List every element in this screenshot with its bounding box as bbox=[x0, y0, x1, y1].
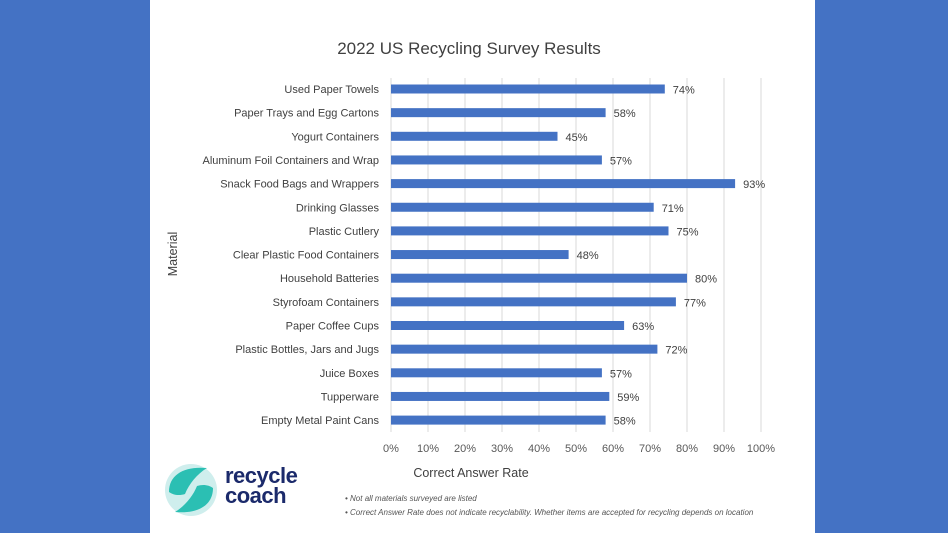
bar bbox=[391, 226, 669, 236]
category-label: Empty Metal Paint Cans bbox=[261, 415, 379, 427]
data-label: 75% bbox=[677, 226, 699, 238]
bar bbox=[391, 368, 602, 378]
data-label: 80% bbox=[695, 274, 717, 286]
logo-text-recycle: recycle bbox=[225, 463, 298, 488]
bar bbox=[391, 344, 658, 354]
category-label: Aluminum Foil Containers and Wrap bbox=[203, 155, 379, 167]
category-label: Yogurt Containers bbox=[291, 131, 379, 143]
category-label: Styrofoam Containers bbox=[273, 297, 380, 309]
bar bbox=[391, 321, 625, 330]
footnote: • Correct Answer Rate does not indicate … bbox=[345, 508, 754, 517]
bar bbox=[391, 202, 654, 212]
x-tick-label: 10% bbox=[417, 443, 439, 455]
x-axis-label: Correct Answer Rate bbox=[413, 466, 528, 480]
footnotes: • Not all materials surveyed are listed … bbox=[345, 492, 753, 520]
data-label: 45% bbox=[566, 132, 588, 144]
bar bbox=[391, 131, 558, 141]
category-label: Plastic Bottles, Jars and Jugs bbox=[235, 344, 379, 356]
bar bbox=[391, 108, 606, 118]
bar bbox=[391, 391, 610, 401]
bar bbox=[391, 250, 569, 260]
category-label: Clear Plastic Food Containers bbox=[233, 250, 380, 262]
x-tick-label: 100% bbox=[747, 443, 775, 455]
data-label: 77% bbox=[684, 297, 706, 309]
category-label: Plastic Cutlery bbox=[309, 226, 380, 238]
data-label: 59% bbox=[617, 392, 639, 404]
bar bbox=[391, 155, 602, 165]
data-label: 71% bbox=[662, 203, 684, 215]
data-label: 72% bbox=[665, 345, 687, 357]
footnote: • Not all materials surveyed are listed bbox=[345, 494, 477, 503]
category-label: Tupperware bbox=[321, 391, 379, 403]
bar bbox=[391, 415, 606, 425]
bar bbox=[391, 297, 676, 307]
category-label: Used Paper Towels bbox=[284, 84, 379, 96]
x-tick-label: 50% bbox=[565, 443, 587, 455]
data-label: 58% bbox=[614, 108, 636, 120]
x-tick-label: 70% bbox=[639, 443, 661, 455]
recycle-coach-logo: recycle coach bbox=[163, 462, 313, 518]
leaf-logo-icon bbox=[165, 464, 217, 516]
x-tick-label: 80% bbox=[676, 443, 698, 455]
data-label: 57% bbox=[610, 155, 632, 167]
data-label: 74% bbox=[673, 85, 695, 97]
category-label: Paper Trays and Egg Cartons bbox=[234, 108, 379, 120]
category-label: Juice Boxes bbox=[320, 368, 380, 380]
bar bbox=[391, 84, 665, 94]
category-label: Household Batteries bbox=[280, 273, 380, 285]
logo-text-coach: coach bbox=[225, 483, 287, 508]
data-label: 57% bbox=[610, 368, 632, 380]
category-label: Snack Food Bags and Wrappers bbox=[220, 179, 379, 191]
category-label: Drinking Glasses bbox=[296, 202, 380, 214]
bar bbox=[391, 179, 736, 189]
data-label: 58% bbox=[614, 416, 636, 428]
chart-title: 2022 US Recycling Survey Results bbox=[337, 39, 601, 58]
x-tick-label: 60% bbox=[602, 443, 624, 455]
data-label: 93% bbox=[743, 179, 765, 191]
x-tick-label: 40% bbox=[528, 443, 550, 455]
bar bbox=[391, 273, 687, 283]
x-tick-label: 30% bbox=[491, 443, 513, 455]
data-label: 63% bbox=[632, 321, 654, 333]
x-tick-label: 20% bbox=[454, 443, 476, 455]
x-tick-label: 0% bbox=[383, 443, 399, 455]
y-axis-label: Material bbox=[166, 232, 180, 276]
data-label: 48% bbox=[577, 250, 599, 262]
x-tick-label: 90% bbox=[713, 443, 735, 455]
category-label: Paper Coffee Cups bbox=[286, 321, 380, 333]
